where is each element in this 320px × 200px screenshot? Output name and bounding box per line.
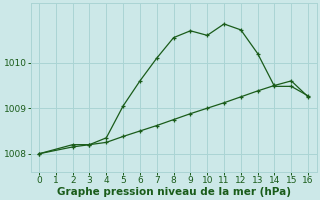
X-axis label: Graphe pression niveau de la mer (hPa): Graphe pression niveau de la mer (hPa) <box>57 187 291 197</box>
